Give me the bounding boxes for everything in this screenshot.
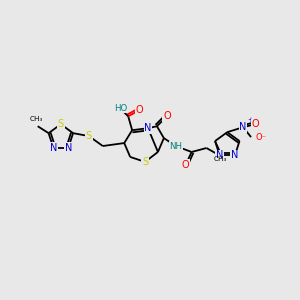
Text: N: N <box>144 123 152 133</box>
Text: S: S <box>142 157 148 167</box>
Text: N: N <box>231 151 239 160</box>
Text: HO: HO <box>114 104 127 113</box>
Text: N: N <box>65 142 72 152</box>
Text: O: O <box>251 119 259 129</box>
Text: N: N <box>216 151 224 160</box>
Text: S: S <box>58 119 64 129</box>
Text: N: N <box>50 142 57 152</box>
Text: CH₃: CH₃ <box>30 116 43 122</box>
Text: CH₃: CH₃ <box>213 156 227 162</box>
Text: S: S <box>86 131 92 141</box>
Text: O: O <box>182 160 190 170</box>
Text: O: O <box>163 111 171 121</box>
Text: +: + <box>247 117 253 123</box>
Text: NH: NH <box>169 142 182 151</box>
Text: O⁻: O⁻ <box>255 133 266 142</box>
Text: N: N <box>239 122 247 132</box>
Text: O: O <box>135 105 143 116</box>
